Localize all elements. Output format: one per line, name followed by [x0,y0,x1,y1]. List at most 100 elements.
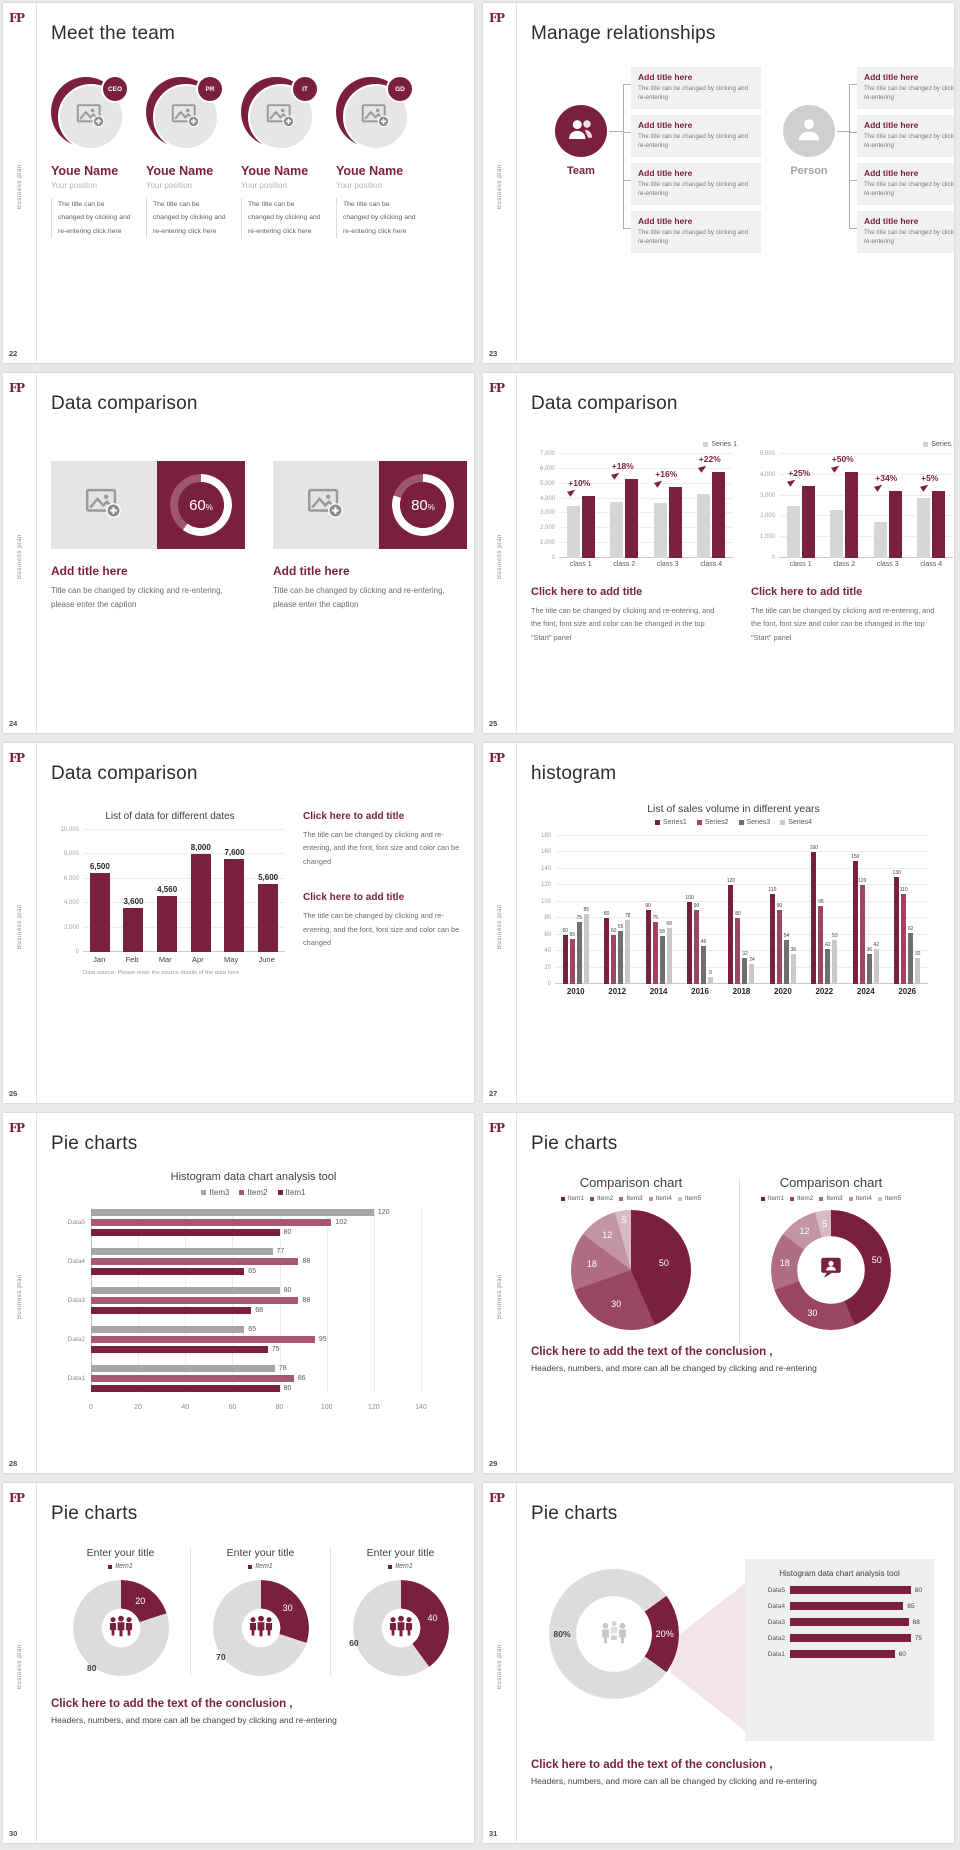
chart-legend: Item1 [331,1563,470,1570]
bar [866,954,872,984]
bar-value: 9 [709,969,712,976]
slide-thumbnail-24[interactable]: FP Business plan 24 Data comparison 60% … [3,373,474,733]
bar-wrap: 120 [727,836,735,984]
bar-value: 90 [693,903,700,909]
gridline [555,933,928,935]
slide-thumbnail-31[interactable]: FP Business plan 31 Pie charts 20% 80% Hi… [483,1483,954,1843]
progress-donut: 60% [157,461,245,549]
gridline [373,1209,375,1392]
bar-value: 65 [907,1602,915,1610]
bar [735,918,741,984]
x-category: class 2 [833,561,856,568]
bar-value: 75 [914,1634,922,1642]
bar [583,914,589,984]
x-category: Jan [93,955,106,964]
bar [190,854,211,952]
bar [832,940,838,984]
y-category: Data2 [767,1634,785,1642]
y-tick-label: 0 [547,981,551,987]
slide-thumbnail-22[interactable]: FP Business plan 22 Meet the team CEO Yo… [3,3,474,363]
bar-wrap: 8,000 [191,830,211,952]
bar-value: 36 [866,947,873,954]
slide-thumbnail-23[interactable]: FP Business plan 23 Manage relationships… [483,3,954,363]
page-number: 29 [489,1459,498,1468]
org-box: Add title here The title can be changed b… [857,163,954,205]
y-category: Data3 [67,1296,85,1304]
bar-wrap: 75 [576,836,582,984]
slide-thumbnail-28[interactable]: FP Business plan 28 Pie charts Histogram… [3,1113,474,1473]
bar-value: 8,000 [190,843,211,853]
org-box-title: Add title here [864,216,919,226]
growth-value: +50% [831,454,854,464]
gridline [326,1209,328,1392]
page-number: 24 [9,719,18,728]
bar [625,479,639,558]
slide-thumbnail-29[interactable]: FP Business plan 29 Pie charts Compariso… [483,1113,954,1473]
conclusion-body: Headers, numbers, and more can all be ch… [531,1363,817,1373]
slide-thumbnail-27[interactable]: FP Business plan 27 histogram List of sa… [483,743,954,1103]
org-box-title: Add title here [864,120,919,130]
bar-wrap: +22% [697,454,726,558]
slide-title: Data comparison [531,393,678,414]
bar-group: 80 60 65 78 [604,836,630,984]
bar [258,883,279,952]
connector-line [623,84,631,85]
slide-thumbnail-25[interactable]: FP Business plan 25 Data comparison Seri… [483,373,954,733]
org-box-title: Add title here [638,216,693,226]
bar-group: 100 90 46 9 [685,836,714,984]
image-placeholder-icon [361,101,391,134]
y-category: Data4 [767,1602,785,1610]
bar-row: Data3 68 [757,1618,922,1626]
bar-group: 7,600 [224,830,244,952]
block-title: Click here to add title [531,586,643,598]
bar-row: 120 [91,1209,421,1216]
bar-group: 110 90 54 36 [768,836,796,984]
team-members: CEO Youe Name Your position The title ca… [51,75,456,238]
bar [776,910,782,984]
bar-group: +34% [873,454,902,558]
bar-value: 68 [255,1307,264,1314]
conclusion-block: Click here to add the text of the conclu… [51,1698,470,1725]
bar-wrap: 110 [900,836,908,984]
bar-wrap: +25% [787,454,815,558]
chart-plot: 0 2,000 4,000 6,000 8,000 10,000 6,500 3,600 4,5… [61,827,285,955]
bar-wrap: 68 [666,836,672,984]
y-tick-label: 1,000 [539,540,555,547]
bar [859,885,865,984]
growth-label: +5% [920,473,938,493]
bar-wrap: 85 [583,836,589,984]
gridline [555,950,928,952]
team-member: PR Youe Name Your position The title can… [146,75,234,238]
bar [818,905,824,984]
bar [625,919,631,984]
slide-thumbnail-30[interactable]: FP Business plan 30 Pie charts Enter you… [3,1483,474,1843]
gridline [779,453,953,454]
bar-row: 86 [91,1375,421,1382]
image-placeholder-icon [171,101,201,134]
bar-wrap [697,454,711,558]
image-placeholder-icon [266,101,296,134]
x-category: class 4 [700,561,723,568]
conclusion-title: Click here to add the text of the conclu… [531,1346,773,1358]
member-name: Youe Name [241,164,309,178]
connector-line [623,228,631,229]
slide-title: Meet the team [51,23,176,44]
bar-row: 68 [91,1307,421,1314]
x-category: Feb [125,955,139,964]
growth-label: +22% [697,454,721,473]
slide-thumbnail-26[interactable]: FP Business plan 26 Data comparison List… [3,743,474,1103]
org-box-body: The title can be changed by clicking and… [638,133,749,150]
avatar: GD [336,75,414,153]
data-source-note: Data source: Please enter the source det… [83,970,240,976]
connector-line [849,228,857,229]
bar-value: 88 [302,1258,311,1265]
bar [645,910,651,984]
brand-logo: FP [489,751,505,765]
chart-legend: Item1 [51,1563,190,1570]
donut-section: Enter your title Item1 30 70 [190,1547,330,1676]
percent-value: 60 [189,496,206,514]
growth-label: +34% [874,473,897,493]
brand-logo: FP [9,1491,25,1505]
bar-group: 120 102 80 Data5 [68,1209,421,1236]
bar-value: 68 [666,921,672,928]
